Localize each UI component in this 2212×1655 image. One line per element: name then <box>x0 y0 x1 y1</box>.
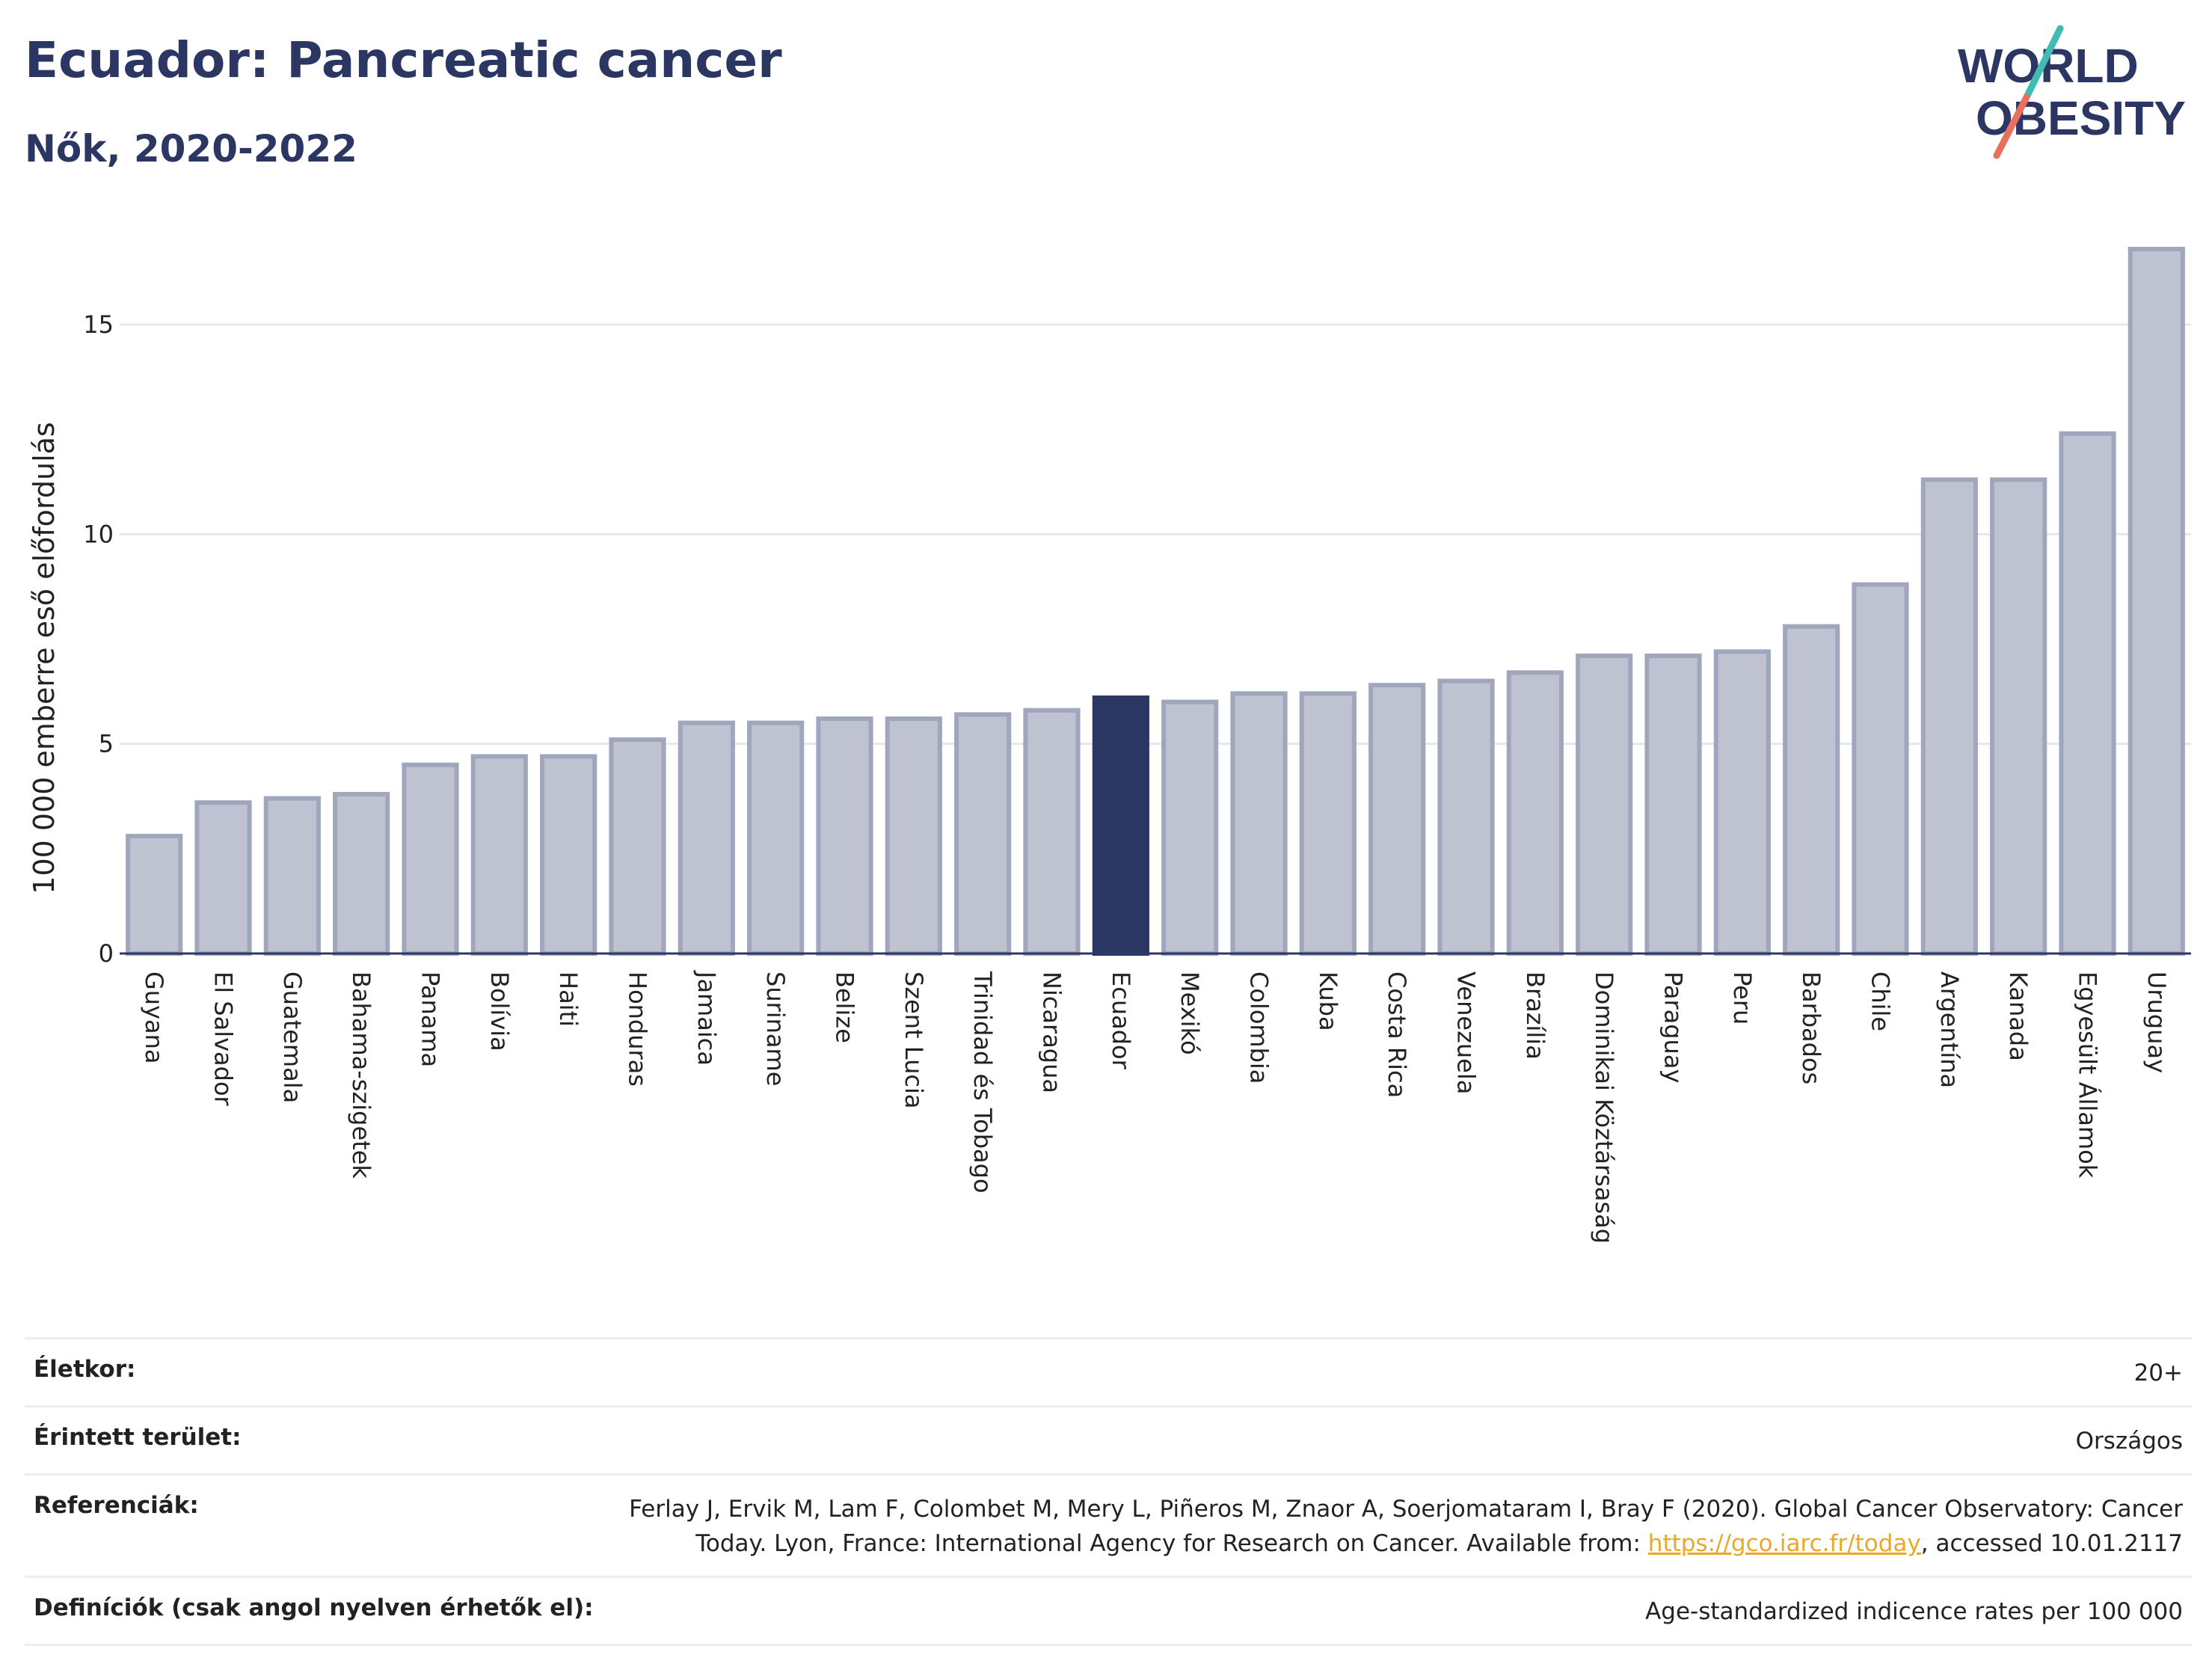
bar-argent-na <box>1920 477 1978 956</box>
bar-venezuela <box>1437 678 1495 956</box>
references-text: Ferlay J, Ervik M, Lam F, Colombet M, Me… <box>629 1496 2183 1557</box>
meta-row-area: Érintett terület: Országos <box>25 1407 2192 1476</box>
bar-dominikai-k-zt-rsas-g <box>1576 653 1633 957</box>
bar-costa-rica <box>1368 683 1426 956</box>
bar-barbados <box>1783 624 1840 956</box>
x-tick-label: Dominikai Köztársaság <box>1590 971 1618 1244</box>
bar-guatemala <box>263 796 321 956</box>
bar-szent-lucia <box>885 716 942 956</box>
bar-suriname <box>747 720 805 956</box>
logo-slash-teal <box>2023 25 2064 101</box>
meta-row-references: Referenciák: Ferlay J, Ervik M, Lam F, C… <box>25 1476 2192 1578</box>
bar-haiti <box>540 754 597 956</box>
bar-belize <box>816 716 873 956</box>
y-tick-label: 0 <box>99 939 114 968</box>
x-tick-label: Uruguay <box>2142 971 2171 1073</box>
logo-line-2: OBESITY <box>1976 91 2186 145</box>
x-tick-label: Costa Rica <box>1383 971 1411 1098</box>
y-axis-label: 100 000 emberre eső előfordulás <box>28 422 61 894</box>
bar-kanada <box>1990 477 2047 956</box>
age-value: 20+ <box>2133 1360 2183 1387</box>
definitions-value: Age-standardized indicence rates per 100… <box>1645 1598 2183 1625</box>
x-tick-label: Kanada <box>2004 971 2033 1061</box>
x-tick-label: Suriname <box>761 971 790 1086</box>
references-text-end: , accessed 10.01.2117 <box>1920 1530 2183 1557</box>
x-tick-label: Jamaica <box>692 970 721 1066</box>
x-tick-label: Bahama-szigetek <box>347 971 375 1179</box>
area-label: Érintett terület: <box>34 1424 242 1451</box>
x-tick-label: Paraguay <box>1659 971 1688 1083</box>
x-tick-label: Kuba <box>1314 971 1342 1031</box>
chart-subtitle: Nők, 2020-2022 <box>25 127 357 171</box>
references-link[interactable]: https://gco.iarc.fr/today <box>1647 1530 1921 1557</box>
bar-chile <box>1852 582 1909 956</box>
bar-honduras <box>609 737 666 957</box>
x-tick-label: Panama <box>417 971 445 1067</box>
x-tick-label: Trinidad és Tobago <box>968 971 997 1194</box>
bar-peru <box>1713 649 1771 957</box>
bar-panama <box>402 762 459 956</box>
bar-guyana <box>126 834 183 956</box>
bar-uruguay <box>2127 247 2185 956</box>
bar-jamaica <box>678 720 735 956</box>
bar-bahama-szigetek <box>333 791 390 956</box>
bar-bol-via <box>470 754 528 956</box>
chart-title: Ecuador: Pancreatic cancer <box>25 31 782 89</box>
metadata-table: Életkor: 20+ Érintett terület: Országos … <box>25 1337 2192 1646</box>
bar-egyes-lt-llamok <box>2059 431 2116 956</box>
x-tick-label: Argentína <box>1935 971 1964 1088</box>
y-tick-label: 10 <box>83 520 114 548</box>
meta-row-age: Életkor: 20+ <box>25 1339 2192 1407</box>
x-tick-label: Mexikó <box>1176 971 1204 1055</box>
bar-paraguay <box>1644 653 1702 957</box>
bar-nicaragua <box>1023 707 1081 956</box>
bar-kuba <box>1299 691 1357 956</box>
y-tick-label: 15 <box>83 310 114 339</box>
y-tick-label: 5 <box>99 730 114 758</box>
x-tick-label: Honduras <box>624 971 652 1087</box>
bar-el-salvador <box>194 800 252 956</box>
references-value: Ferlay J, Ervik M, Lam F, Colombet M, Me… <box>612 1492 2183 1561</box>
bar-braz-lia <box>1506 670 1564 956</box>
world-obesity-logo: WORLD OBESITY <box>1958 25 2186 159</box>
meta-row-definitions: Definíciók (csak angol nyelven érhetők e… <box>25 1578 2192 1646</box>
x-tick-label: Guyana <box>140 971 168 1064</box>
bar-trinidad-s-tobago <box>954 712 1012 956</box>
x-tick-label: Belize <box>831 971 859 1043</box>
x-tick-label: Haiti <box>554 971 583 1027</box>
bar-mexik- <box>1161 699 1219 956</box>
bar-colombia <box>1230 691 1288 956</box>
x-tick-label: Brazília <box>1521 971 1549 1060</box>
x-tick-label: Egyesült Államok <box>2074 971 2102 1179</box>
x-tick-label: Barbados <box>1797 971 1825 1084</box>
x-tick-label: El Salvador <box>209 971 238 1107</box>
x-tick-label: Chile <box>1867 971 1895 1031</box>
area-value: Országos <box>2075 1428 2183 1455</box>
x-tick-label: Nicaragua <box>1038 971 1066 1093</box>
bars <box>126 247 2185 957</box>
grid-lines <box>120 323 2191 746</box>
logo-slash-coral <box>1993 93 2030 159</box>
x-tick-label: Venezuela <box>1452 971 1481 1094</box>
definitions-label: Definíciók (csak angol nyelven érhetők e… <box>34 1594 594 1621</box>
x-tick-label: Ecuador <box>1107 971 1135 1070</box>
x-tick-label: Peru <box>1728 971 1757 1025</box>
x-tick-label: Colombia <box>1245 971 1274 1084</box>
references-label: Referenciák: <box>34 1492 199 1519</box>
age-label: Életkor: <box>34 1356 136 1383</box>
bar-ecuador <box>1092 695 1149 956</box>
x-tick-label: Bolívia <box>485 971 514 1051</box>
x-tick-label: Szent Lucia <box>900 971 928 1108</box>
x-tick-label: Guatemala <box>278 971 307 1103</box>
bar-chart: 0 5 10 15 Guyana El Salvador Guatemala Bahama-s… <box>28 247 2191 1244</box>
tick-labels: 0 5 10 15 Guyana El Salvador Guatemala Bahama-s… <box>28 310 2171 1244</box>
